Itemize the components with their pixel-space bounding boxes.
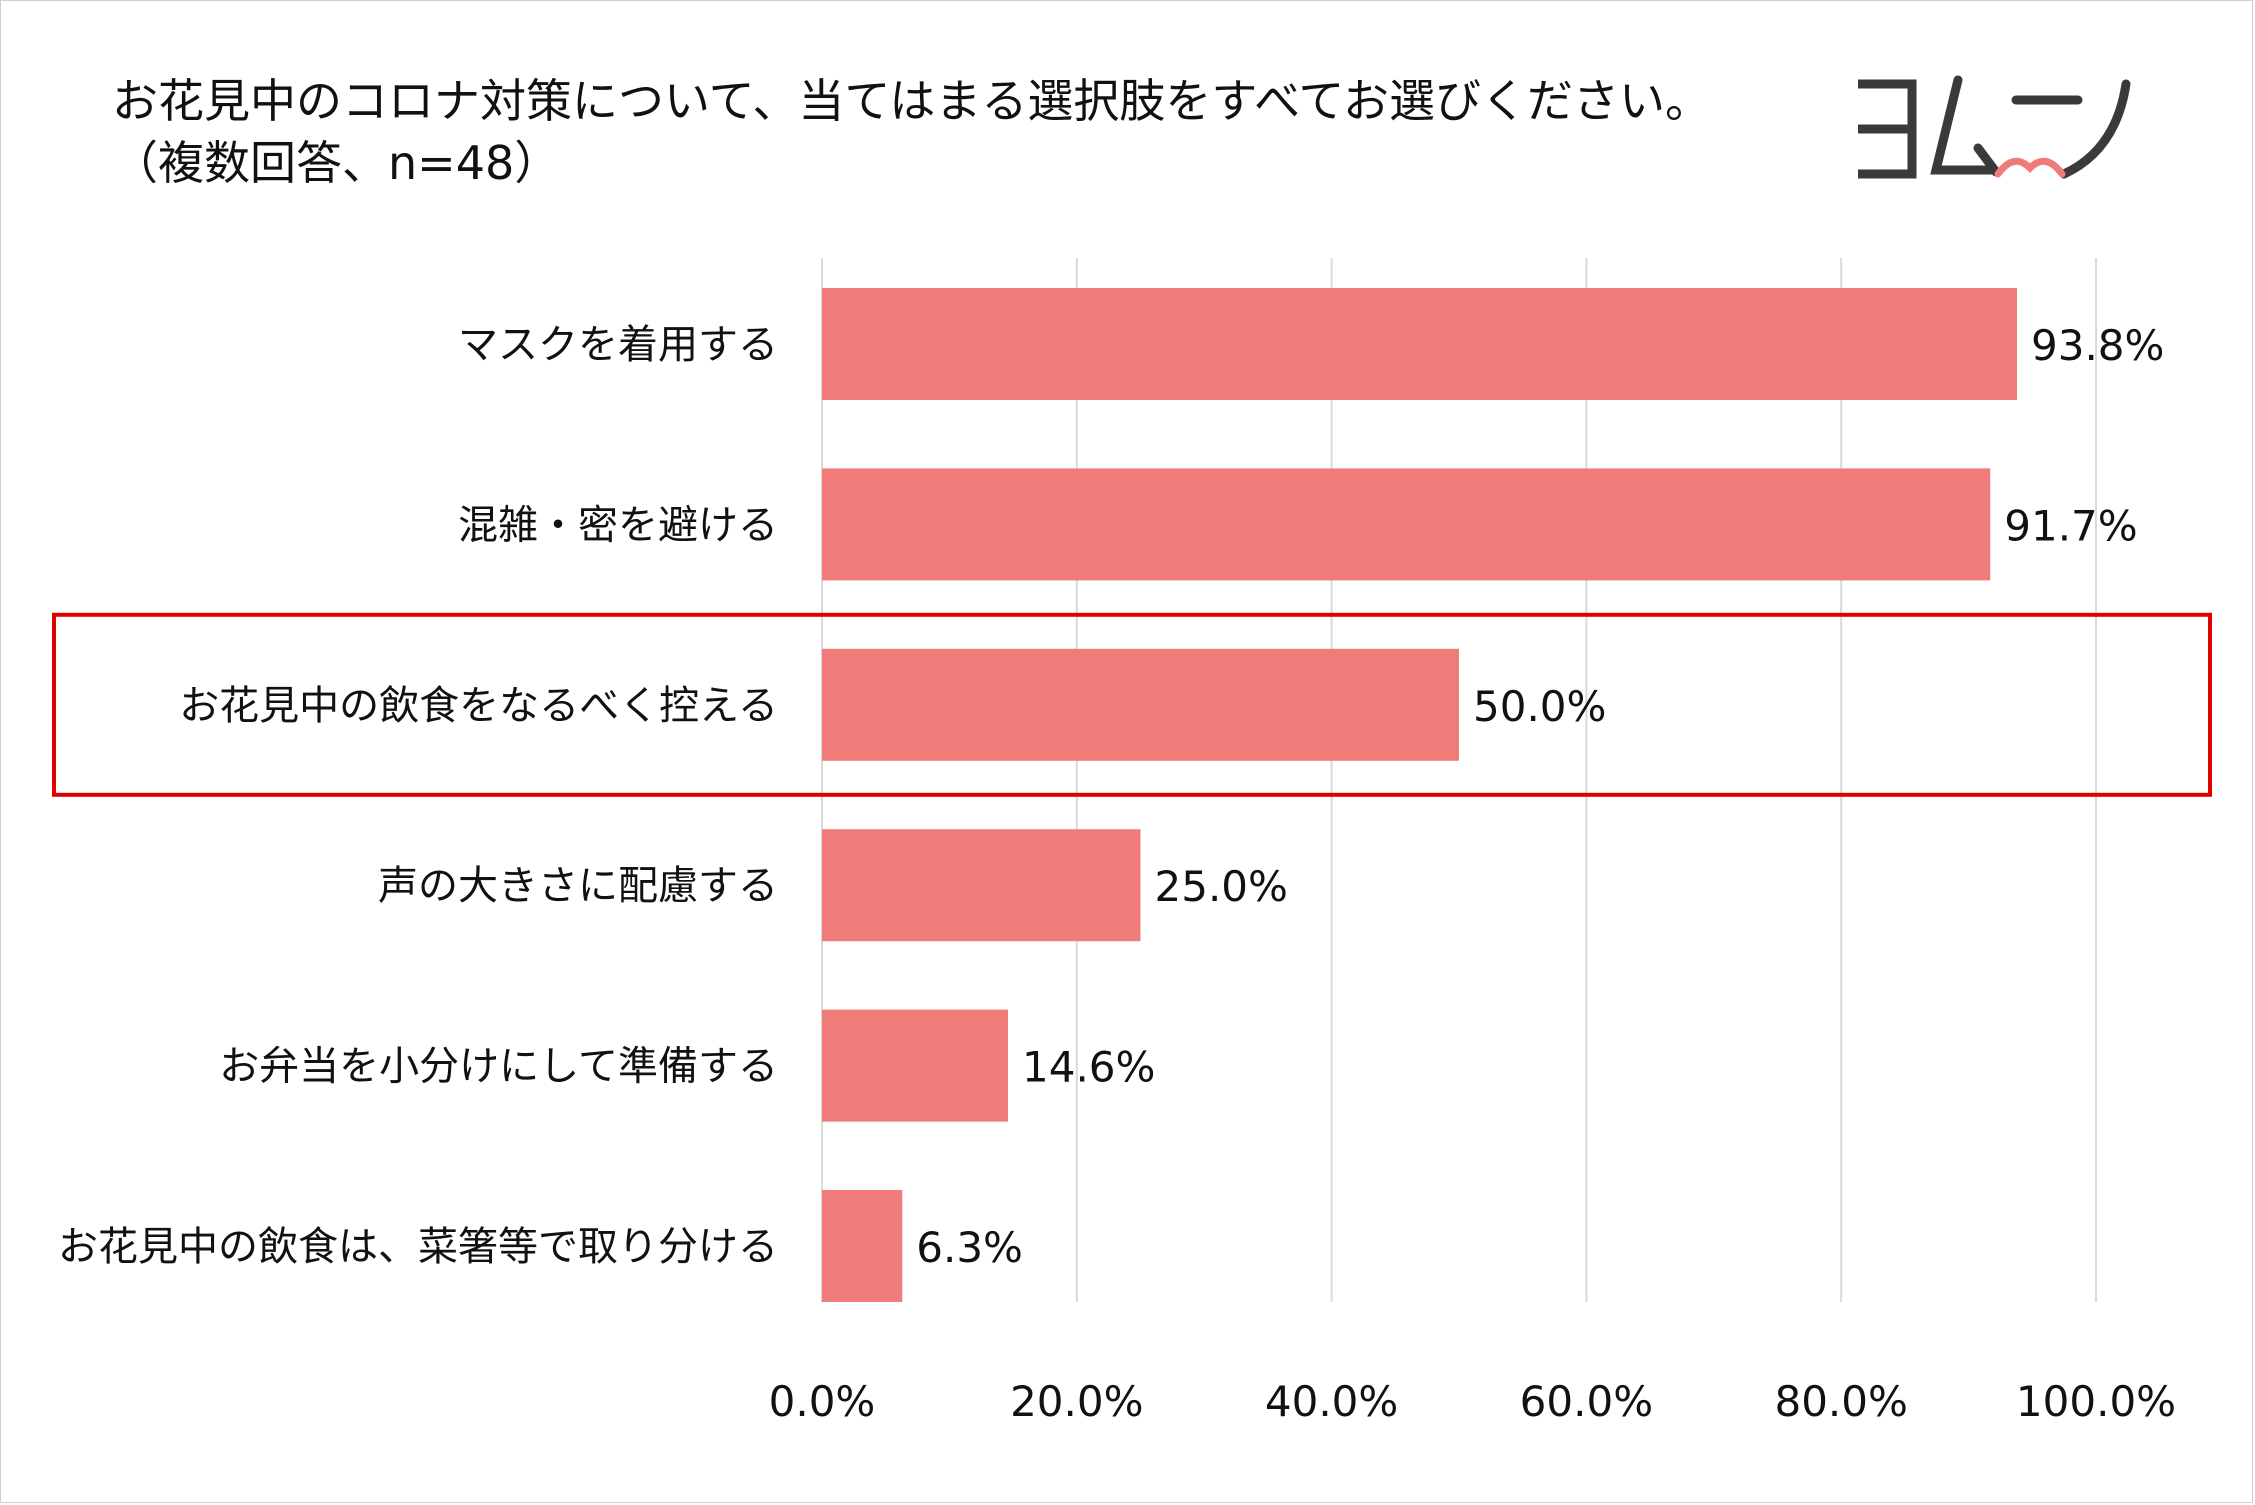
yomuno-logo-icon [1858,75,2131,179]
category-labels: マスクを着用する混雑・密を避けるお花見中の飲食をなるべく控える声の大きさに配慮す… [58,322,778,1270]
data-label: 91.7% [2004,501,2137,550]
data-label: 25.0% [1155,862,1288,911]
brand-logo [1850,70,2140,190]
data-label: 6.3% [916,1223,1023,1272]
x-tick-label: 100.0% [2016,1377,2176,1426]
grid-lines [821,258,2097,1302]
value-labels: 93.8% 91.7% 50.0% 25.0% 14.6% 6.3% [916,321,2164,1272]
data-label: 93.8% [2031,321,2164,370]
chart-title: お花見中のコロナ対策について、当てはまる選択肢をすべてお選びください。 （複数回… [112,70,1711,194]
x-tick-label: 80.0% [1774,1377,1907,1426]
bars [822,288,2018,1302]
category-label: お花見中の飲食をなるべく控える [179,683,778,729]
title-line-2: （複数回答、n=48） [112,136,561,190]
highlight-box [52,612,2212,797]
x-tick-label: 40.0% [1265,1377,1398,1426]
x-tick-label: 60.0% [1520,1377,1653,1426]
bar [822,648,1459,761]
bar [822,288,2018,400]
x-tick-label: 20.0% [1010,1377,1143,1426]
category-label: 混雑・密を避ける [458,502,778,548]
bar [822,829,1141,942]
category-label: マスクを着用する [458,322,778,368]
bar [822,1190,903,1302]
x-tick-label: 0.0% [769,1377,876,1426]
bar [822,468,1991,581]
title-line-1: お花見中のコロナ対策について、当てはまる選択肢をすべてお選びください。 [112,74,1711,128]
category-label: お弁当を小分けにして準備する [219,1044,778,1090]
data-label: 50.0% [1473,682,1606,731]
category-label: お花見中の飲食は、菜箸等で取り分ける [58,1224,778,1270]
data-label: 14.6% [1022,1043,1155,1092]
bar [822,1009,1009,1122]
category-label: 声の大きさに配慮する [378,863,778,909]
x-axis-ticks: 0.0% 20.0% 40.0% 60.0% 80.0% 100.0% [769,1377,2176,1426]
